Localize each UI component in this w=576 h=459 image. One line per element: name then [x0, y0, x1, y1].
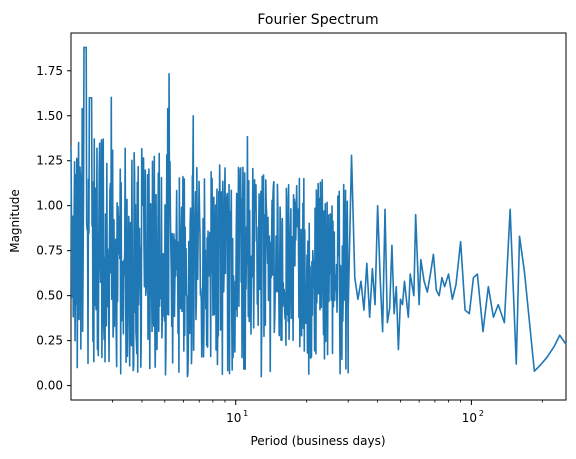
x-tick-exponent: 1 [243, 409, 248, 418]
x-tick-label: 10 [462, 411, 477, 425]
y-tick-label: 0.50 [36, 289, 63, 303]
x-axis-minor-ticks [112, 400, 543, 403]
x-tick-exponent: 2 [479, 409, 484, 418]
y-tick-label: 0.75 [36, 244, 63, 258]
x-axis-label: Period (business days) [250, 434, 385, 448]
y-axis-label: Magnitude [8, 189, 22, 253]
x-tick-label: 10 [226, 411, 241, 425]
y-tick-label: 1.25 [36, 154, 63, 168]
x-axis-ticks: 10 1 10 2 [226, 400, 484, 425]
chart-title: Fourier Spectrum [257, 12, 378, 28]
spectrum-series-line [70, 46, 567, 378]
y-tick-label: 1.00 [36, 199, 63, 213]
y-axis-ticks: 0.00 0.25 0.50 0.75 1.00 1.25 1.50 1.75 [36, 64, 71, 393]
y-tick-label: 0.25 [36, 334, 63, 348]
y-tick-label: 1.75 [36, 64, 63, 78]
series-layer [70, 46, 567, 378]
y-tick-label: 1.50 [36, 109, 63, 123]
y-tick-label: 0.00 [36, 379, 63, 393]
